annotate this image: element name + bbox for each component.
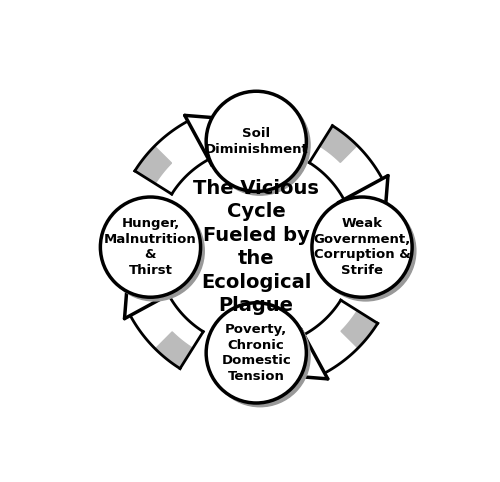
Polygon shape [135,146,172,184]
Text: Hunger,
Malnutrition
&
Thirst: Hunger, Malnutrition & Thirst [104,217,197,277]
Polygon shape [310,126,382,200]
Polygon shape [124,267,174,319]
Text: Poverty,
Chronic
Domestic
Tension: Poverty, Chronic Domestic Tension [222,323,291,383]
Polygon shape [156,332,193,369]
Text: Soil
Diminishment: Soil Diminishment [204,127,308,156]
Circle shape [312,197,412,297]
Circle shape [104,201,204,301]
Text: The Vicious
Cycle
Fueled by
the
Ecological
Plague: The Vicious Cycle Fueled by the Ecologic… [194,179,319,315]
Circle shape [206,91,306,191]
Circle shape [100,197,200,297]
Polygon shape [338,175,388,228]
Circle shape [210,307,310,407]
Text: Weak
Government,
Corruption &
Strife: Weak Government, Corruption & Strife [314,217,410,277]
Polygon shape [130,295,203,369]
Circle shape [206,303,306,403]
Polygon shape [135,121,208,194]
Circle shape [316,201,416,301]
Polygon shape [304,300,378,373]
Polygon shape [276,329,328,379]
Polygon shape [320,126,357,162]
Polygon shape [341,310,378,348]
Circle shape [210,95,310,195]
Polygon shape [184,115,236,165]
